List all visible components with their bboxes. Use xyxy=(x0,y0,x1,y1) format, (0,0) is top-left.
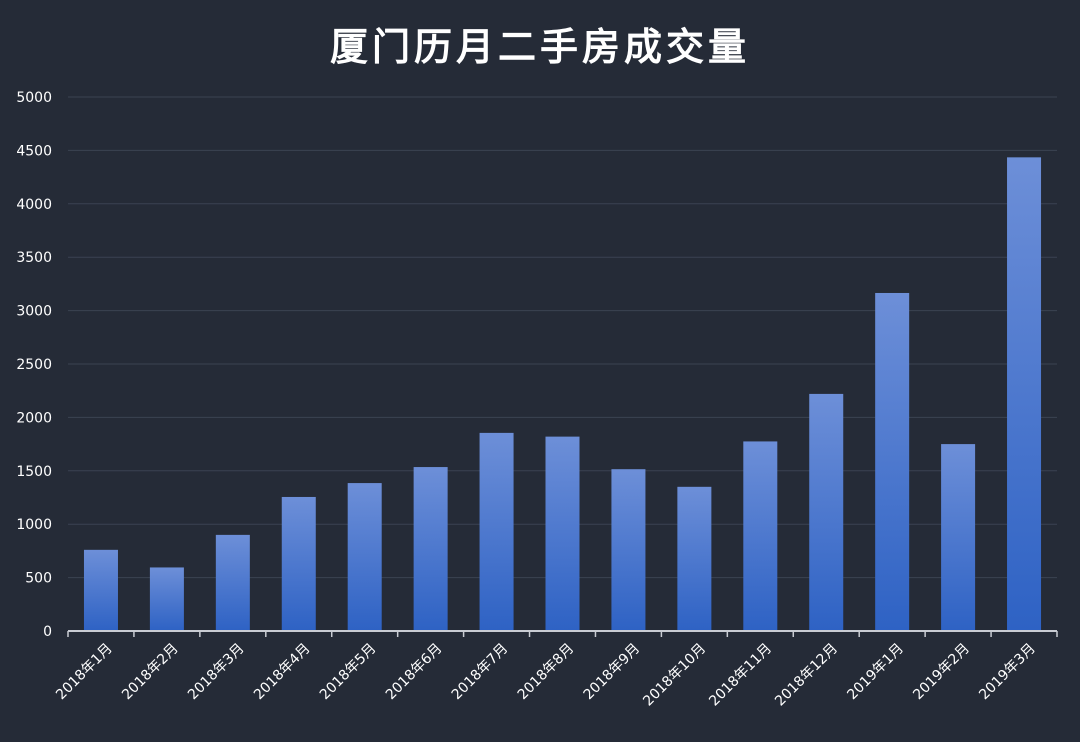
x-tick-label: 2018年8月 xyxy=(515,641,578,704)
y-tick-label: 1000 xyxy=(16,517,52,533)
bar xyxy=(809,393,844,631)
y-tick-label: 0 xyxy=(43,624,52,640)
bar xyxy=(875,292,910,631)
bar xyxy=(83,549,118,631)
y-tick-label: 1500 xyxy=(16,464,52,480)
bar xyxy=(545,436,580,631)
x-tick-label: 2018年4月 xyxy=(251,641,314,704)
y-tick-label: 2500 xyxy=(16,357,52,373)
bar xyxy=(149,567,184,631)
x-tick-label: 2018年3月 xyxy=(185,641,248,704)
bar xyxy=(479,432,514,631)
x-tick-label: 2019年3月 xyxy=(976,641,1039,704)
y-tick-label: 3000 xyxy=(16,304,52,320)
x-axis xyxy=(67,630,1058,637)
bar xyxy=(611,469,646,631)
x-tick-label: 2019年1月 xyxy=(844,641,907,704)
x-tick-label: 2018年2月 xyxy=(119,641,182,704)
y-tick-label: 3500 xyxy=(16,250,52,266)
x-tick-label: 2018年5月 xyxy=(317,641,380,704)
x-tick-label: 2019年2月 xyxy=(910,641,973,704)
bars xyxy=(83,157,1042,632)
bar xyxy=(215,534,250,631)
bar xyxy=(743,441,778,631)
x-axis-ticks: 2018年1月 2018年2月 2018年3月 2018年4月 2018年5月 2018年… xyxy=(53,641,1039,710)
bar xyxy=(413,467,448,631)
x-tick-label: 2018年1月 xyxy=(53,641,116,704)
bar xyxy=(281,496,316,631)
bar xyxy=(677,486,712,631)
x-tick-label: 2018年9月 xyxy=(581,641,644,704)
x-tick-label: 2018年6月 xyxy=(383,641,446,704)
y-axis-ticks: 0 500 1000 1500 2000 2500 3000 3500 4000 4500 5000 xyxy=(16,90,52,640)
y-tick-label: 4000 xyxy=(16,197,52,213)
y-tick-label: 500 xyxy=(25,571,52,587)
bar xyxy=(347,483,382,631)
y-tick-label: 4500 xyxy=(16,143,52,159)
chart-title: 厦门历月二手房成交量 xyxy=(329,25,750,69)
x-tick-label: 2018年10月 xyxy=(640,641,709,710)
y-tick-label: 2000 xyxy=(16,410,52,426)
x-tick-label: 2018年12月 xyxy=(772,641,841,710)
bar xyxy=(1007,157,1042,632)
y-tick-label: 5000 xyxy=(16,90,52,106)
bar xyxy=(941,444,976,631)
x-tick-label: 2018年7月 xyxy=(449,641,512,704)
x-tick-label: 2018年11月 xyxy=(706,641,775,710)
